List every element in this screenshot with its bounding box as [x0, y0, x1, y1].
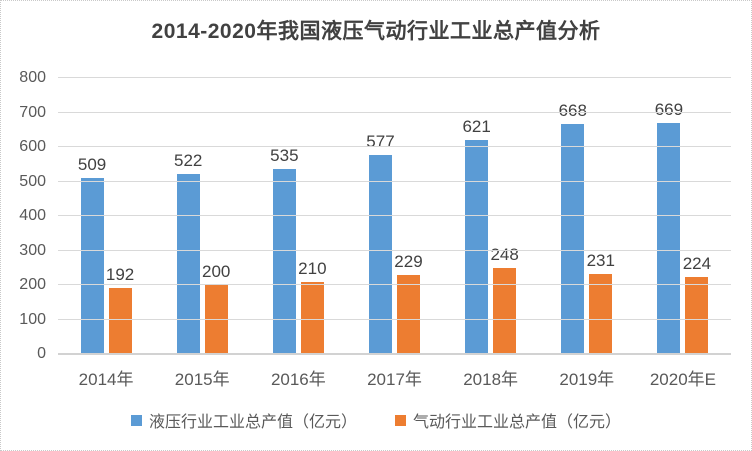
- plot-area: 509 192 522 200 535 210 577 229 621 248 668 231 669 2…: [58, 77, 731, 355]
- x-tick-label: 2020年E: [649, 370, 716, 389]
- data-label: 210: [298, 258, 327, 278]
- y-tick-label: 800: [19, 69, 46, 86]
- data-label: 535: [270, 146, 299, 166]
- y-tick-label: 0: [37, 345, 46, 362]
- data-label: 669: [654, 100, 684, 120]
- gridline: [58, 146, 731, 147]
- bar-pneumatic: 200: [202, 263, 230, 354]
- bar-pneumatic: 192: [106, 266, 134, 354]
- bar-pneumatic: 210: [298, 260, 327, 354]
- bar-group: 621 248: [443, 78, 539, 354]
- bar-group: 522 200: [154, 78, 250, 354]
- x-axis-line: [58, 353, 731, 355]
- legend-item: 液压行业工业总产值（亿元）: [130, 408, 357, 432]
- chart-title: 2014-2020年我国液压气动行业工业总产值分析: [151, 20, 601, 43]
- bar-hydraulic: 577: [366, 133, 395, 354]
- gridline: [58, 249, 731, 251]
- x-axis: 2014年 2015年 2016年 2017年 2018年 2019年 2020年E: [58, 365, 731, 390]
- y-tick-label: 200: [19, 276, 46, 293]
- y-tick-label: 700: [19, 103, 46, 121]
- gridline: [58, 180, 731, 182]
- x-tick-label: 2014年: [78, 370, 134, 389]
- x-tick-label: 2018年: [463, 370, 519, 389]
- gridline: [58, 284, 731, 285]
- data-label: 621: [462, 116, 491, 136]
- bar-group: 577 229: [346, 78, 442, 354]
- data-label: 224: [682, 253, 712, 273]
- data-label: 509: [77, 155, 107, 175]
- data-label: 248: [490, 245, 519, 265]
- bar-hydraulic: 535: [270, 147, 299, 354]
- bar-group: 535 210: [250, 78, 346, 354]
- y-tick-label: 400: [19, 207, 46, 224]
- x-tick-label: 2019年: [559, 370, 615, 389]
- gridline: [58, 318, 731, 320]
- gridline: [58, 111, 731, 113]
- bar-groups: 509 192 522 200 535 210 577 229 621 248 668 231 669 2…: [58, 78, 731, 354]
- data-label: 192: [105, 264, 135, 284]
- y-tick-label: 100: [19, 310, 46, 328]
- y-tick-label: 500: [19, 172, 46, 190]
- data-label: 522: [174, 150, 203, 170]
- y-tick-label: 300: [19, 241, 46, 259]
- x-tick-label: 2015年: [174, 370, 230, 389]
- data-label: 231: [586, 251, 615, 271]
- x-tick-label: 2017年: [367, 370, 422, 389]
- y-tick-label: 600: [19, 138, 46, 155]
- bar-pneumatic: 229: [394, 253, 423, 354]
- data-label: 229: [394, 252, 423, 271]
- legend-swatch-icon: [130, 414, 142, 426]
- bar-hydraulic: 522: [174, 152, 202, 354]
- bar-group: 668 231: [539, 78, 635, 354]
- legend: 液压行业工业总产值（亿元） 气动行业工业总产值（亿元）: [1, 408, 751, 432]
- bar-pneumatic: 231: [587, 252, 615, 354]
- bar-pneumatic: 224: [683, 255, 711, 354]
- bar-hydraulic: 621: [462, 118, 491, 354]
- legend-swatch-icon: [395, 414, 406, 426]
- bar-pneumatic: 248: [490, 246, 519, 354]
- data-label: 577: [366, 131, 395, 151]
- legend-label: 液压行业工业总产值（亿元）: [148, 414, 357, 431]
- data-label: 200: [202, 262, 231, 281]
- data-label: 668: [558, 100, 587, 120]
- x-tick-label: 2016年: [270, 370, 326, 389]
- gridline: [58, 215, 731, 216]
- gridline: [58, 77, 731, 78]
- bar-hydraulic: 509: [78, 156, 106, 354]
- bar-group: 509 192: [58, 78, 154, 354]
- legend-label: 气动行业工业总产值（亿元）: [413, 414, 622, 431]
- legend-item: 气动行业工业总产值（亿元）: [395, 408, 621, 432]
- bar-group: 669 224: [635, 78, 731, 354]
- y-axis: 0 100 200 300 400 500 600 700 800: [1, 70, 46, 362]
